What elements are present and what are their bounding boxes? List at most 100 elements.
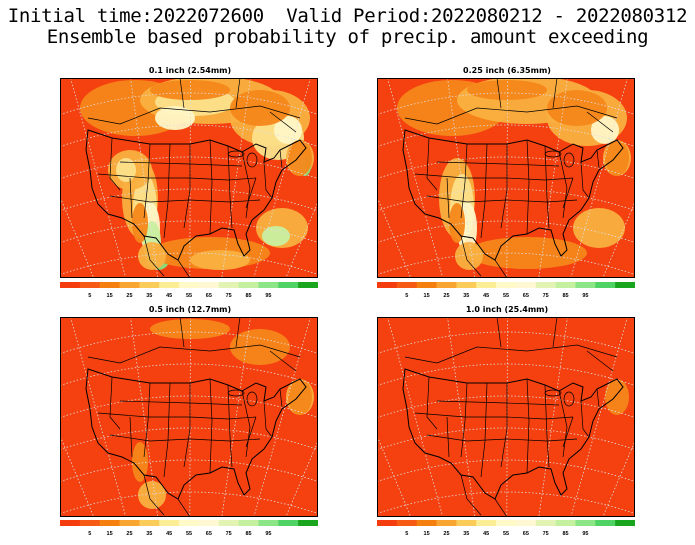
colorbar-segment [179, 282, 200, 288]
colorbar-0p25: 5 15 25 35 45 55 65 75 85 95 [377, 282, 635, 299]
colorbar-segment [575, 282, 596, 288]
colorbar-label: 75 [226, 531, 232, 537]
colorbar-label: 15 [424, 293, 430, 299]
colorbar-label: 85 [562, 293, 568, 299]
great-lakes [544, 150, 562, 158]
title-initial-time: Initial time:2022072600 Valid Period:202… [7, 5, 688, 27]
colorbar-segment [218, 282, 240, 288]
colorbar-segment [377, 520, 398, 526]
colorbar-segment [595, 282, 616, 288]
colorbar-segment [595, 520, 616, 526]
mexico-border [460, 474, 508, 517]
canada-border [436, 105, 618, 125]
longitude-line [130, 317, 159, 517]
state-border [109, 376, 121, 430]
latitude-line [60, 220, 318, 244]
colorbar-label: 85 [245, 293, 251, 299]
colorbar-segment [476, 520, 497, 526]
colorbar-segment [456, 282, 477, 288]
longitude-line [538, 78, 568, 278]
colorbar-label: 25 [126, 293, 132, 299]
colorbar-label: 95 [582, 531, 588, 537]
state-border [558, 390, 568, 458]
canada-border [496, 78, 502, 109]
longitude-line [130, 78, 159, 278]
colorbar-label: 35 [463, 531, 469, 537]
canada-border [552, 317, 558, 348]
state-border [279, 388, 283, 408]
probability-region [288, 379, 312, 415]
canada-border [87, 117, 121, 125]
map-frame [60, 317, 318, 517]
map-frame [60, 78, 318, 278]
colorbar-segment [278, 282, 299, 288]
probability-region [155, 106, 195, 130]
colorbar-segment [198, 520, 220, 526]
state-border [426, 434, 578, 442]
longitude-line [538, 317, 568, 517]
longitude-line [221, 78, 251, 278]
state-border [129, 416, 133, 458]
great-lakes [227, 150, 245, 158]
probability-map-1p0 [377, 317, 635, 517]
state-border [436, 400, 560, 406]
latitude-line [377, 427, 635, 451]
colorbar-segment [575, 520, 596, 526]
state-border [580, 161, 590, 199]
state-border [414, 173, 574, 181]
colorbar-segment [496, 520, 517, 526]
colorbar-segment [198, 282, 220, 288]
canada-border [119, 344, 301, 364]
state-border [414, 412, 574, 420]
latitude-line [377, 252, 635, 276]
probability-region [116, 158, 136, 182]
canada-border [179, 317, 185, 348]
state-border [279, 149, 283, 169]
state-border [143, 143, 151, 219]
colorbar-segment [278, 520, 299, 526]
colorbar-segment [238, 520, 259, 526]
colorbar-label: 85 [245, 531, 251, 537]
great-lakes [246, 152, 258, 168]
latitude-line [377, 188, 635, 212]
state-border [460, 143, 468, 219]
colorbar-segment [436, 520, 457, 526]
colorbar-label: 15 [424, 531, 430, 537]
state-border [426, 376, 438, 430]
longitude-line [221, 317, 251, 517]
great-lakes [563, 152, 575, 168]
latitude-line [377, 331, 635, 355]
latitude-line [377, 363, 635, 387]
colorbar-segment [99, 520, 121, 526]
colorbar-segment [396, 520, 418, 526]
latitude-line [60, 427, 318, 451]
state-border [97, 173, 257, 181]
latitude-line [377, 459, 635, 483]
latitude-line [60, 92, 318, 116]
colorbar-segment [139, 282, 160, 288]
probability-region [467, 237, 587, 269]
colorbar-label: 45 [166, 531, 172, 537]
colorbar-segment [476, 282, 497, 288]
map-frame [377, 317, 635, 517]
great-lakes [544, 389, 562, 397]
colorbar-segment [119, 520, 140, 526]
us-border [402, 368, 624, 500]
state-border [163, 382, 171, 478]
colorbar-label: 5 [405, 293, 408, 299]
canada-border [87, 356, 121, 364]
latitude-line [60, 459, 318, 483]
colorbar-label: 75 [226, 293, 232, 299]
colorbar-segment [298, 282, 318, 288]
canada-border [404, 356, 438, 364]
state-border [500, 144, 508, 229]
probability-region [138, 242, 166, 270]
colorbar-segment [456, 520, 477, 526]
colorbar-label: 95 [582, 293, 588, 299]
canada-border [235, 317, 241, 348]
colorbar-label: 35 [463, 293, 469, 299]
state-border [245, 416, 257, 448]
colorbar-segment [416, 282, 438, 288]
canada-border [269, 350, 297, 372]
state-border [580, 400, 590, 438]
